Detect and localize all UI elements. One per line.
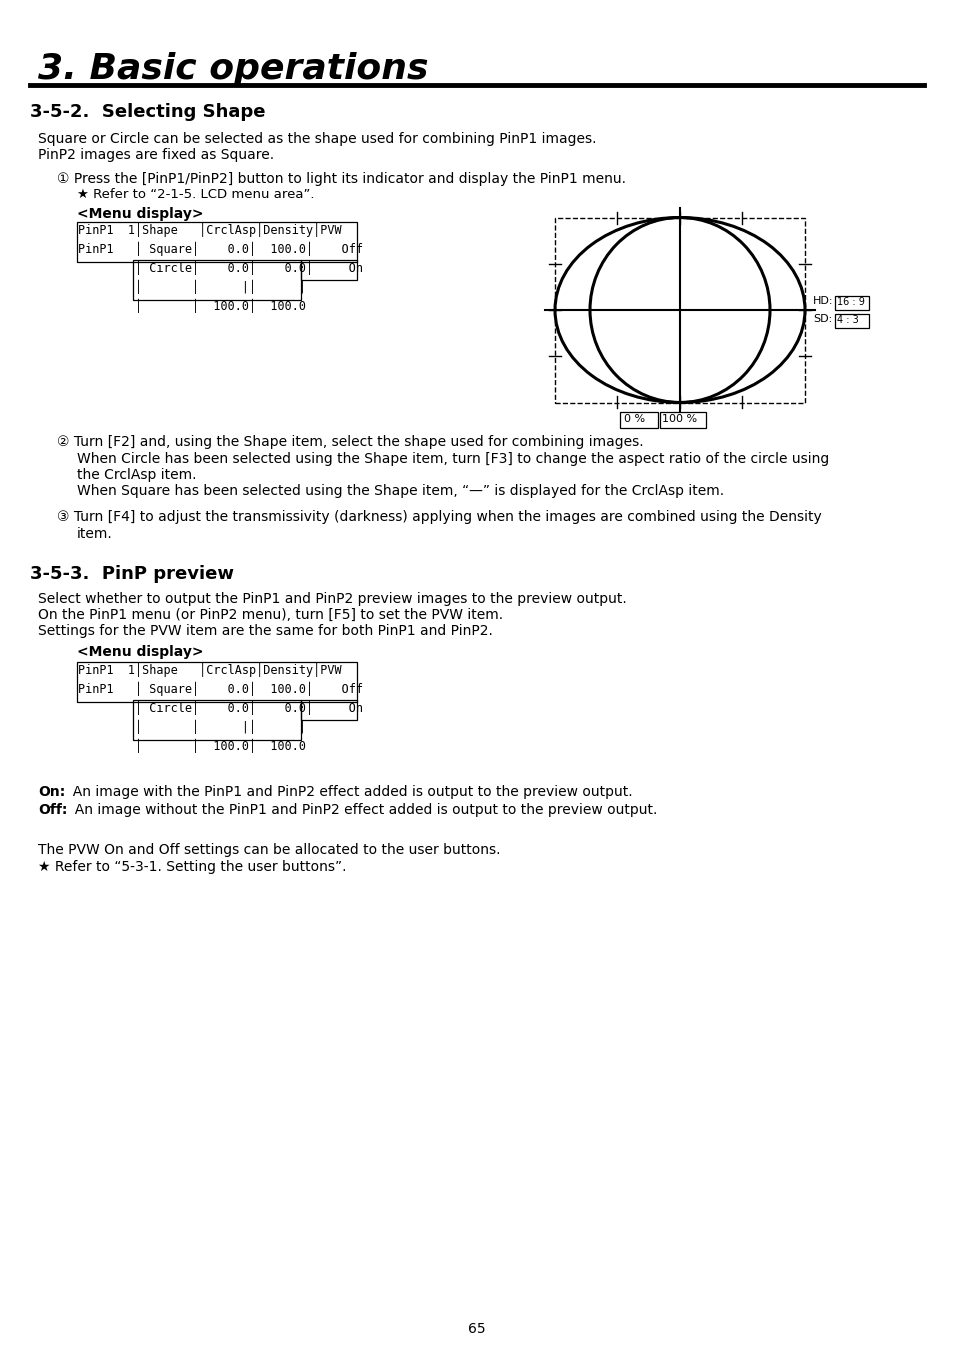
Text: 3. Basic operations: 3. Basic operations [38, 53, 428, 86]
Text: │ Circle│    0.0│    0.0│     On: │ Circle│ 0.0│ 0.0│ On [78, 262, 363, 275]
Text: ★ Refer to “5-3-1. Setting the user buttons”.: ★ Refer to “5-3-1. Setting the user butt… [38, 860, 346, 874]
Text: <Menu display>: <Menu display> [77, 644, 203, 659]
Text: ② Turn [F2] and, using the Shape item, select the shape used for combining image: ② Turn [F2] and, using the Shape item, s… [57, 435, 643, 449]
Text: ③ Turn [F4] to adjust the transmissivity (darkness) applying when the images are: ③ Turn [F4] to adjust the transmissivity… [57, 510, 821, 524]
Bar [834, 297, 868, 310]
Text: An image without the PinP1 and PinP2 effect added is output to the preview outpu: An image without the PinP1 and PinP2 eff… [66, 803, 657, 817]
Text: 16 : 9: 16 : 9 [836, 297, 864, 307]
Text: ★ Refer to “2-1-5. LCD menu area”.: ★ Refer to “2-1-5. LCD menu area”. [77, 187, 314, 201]
Text: 65: 65 [468, 1322, 485, 1336]
Text: 4 : 3: 4 : 3 [836, 315, 858, 325]
Text: PinP2 images are fixed as Square.: PinP2 images are fixed as Square. [38, 148, 274, 162]
Text: │       │      |│      |: │ │ |│ | [78, 280, 306, 294]
Text: 3-5-2.  Selecting Shape: 3-5-2. Selecting Shape [30, 102, 265, 121]
Text: Square or Circle can be selected as the shape used for combining PinP1 images.: Square or Circle can be selected as the … [38, 132, 596, 146]
Text: PinP1  1│Shape   │CrclAsp│Density│PVW: PinP1 1│Shape │CrclAsp│Density│PVW [78, 663, 341, 677]
Text: The PVW On and Off settings can be allocated to the user buttons.: The PVW On and Off settings can be alloc… [38, 842, 500, 857]
Text: An image with the PinP1 and PinP2 effect added is output to the preview output.: An image with the PinP1 and PinP2 effect… [64, 785, 632, 799]
Text: 3-5-3.  PinP preview: 3-5-3. PinP preview [30, 565, 233, 582]
Text: PinP1   │ Square│    0.0│  100.0│    Off: PinP1 │ Square│ 0.0│ 100.0│ Off [78, 682, 363, 697]
Text: Off:: Off: [38, 803, 68, 817]
Text: PinP1  1│Shape   │CrclAsp│Density│PVW: PinP1 1│Shape │CrclAsp│Density│PVW [78, 222, 341, 237]
Text: HD:: HD: [812, 297, 833, 306]
Text: When Circle has been selected using the Shape item, turn [F3] to change the aspe: When Circle has been selected using the … [77, 452, 828, 466]
Text: 100 %: 100 % [661, 414, 697, 425]
Text: │       │  100.0│  100.0: │ │ 100.0│ 100.0 [78, 739, 306, 754]
Bar [301, 260, 356, 280]
Text: ① Press the [PinP1/PinP2] button to light its indicator and display the PinP1 me: ① Press the [PinP1/PinP2] button to ligh… [57, 173, 625, 186]
Bar [77, 662, 356, 702]
Text: │       │      |│      |: │ │ |│ | [78, 720, 306, 735]
Text: PinP1   │ Square│    0.0│  100.0│    Off: PinP1 │ Square│ 0.0│ 100.0│ Off [78, 243, 363, 256]
Text: SD:: SD: [812, 314, 831, 324]
Text: Settings for the PVW item are the same for both PinP1 and PinP2.: Settings for the PVW item are the same f… [38, 624, 493, 638]
Text: On:: On: [38, 785, 65, 799]
Bar [301, 700, 356, 720]
Text: │ Circle│    0.0│    0.0│     On: │ Circle│ 0.0│ 0.0│ On [78, 701, 363, 716]
Text: the CrclAsp item.: the CrclAsp item. [77, 468, 196, 483]
Bar [659, 412, 705, 429]
Text: When Square has been selected using the Shape item, “—” is displayed for the Crc: When Square has been selected using the … [77, 484, 723, 497]
Text: <Menu display>: <Menu display> [77, 208, 203, 221]
Text: Select whether to output the PinP1 and PinP2 preview images to the preview outpu: Select whether to output the PinP1 and P… [38, 592, 626, 607]
Bar [77, 222, 356, 262]
Text: 0 %: 0 % [623, 414, 644, 425]
Bar [132, 260, 301, 301]
Text: │       │  100.0│  100.0: │ │ 100.0│ 100.0 [78, 299, 306, 313]
Bar [132, 700, 301, 740]
Text: On the PinP1 menu (or PinP2 menu), turn [F5] to set the PVW item.: On the PinP1 menu (or PinP2 menu), turn … [38, 608, 502, 621]
Text: item.: item. [77, 527, 112, 541]
Bar [619, 412, 658, 429]
Bar [555, 218, 804, 403]
Bar [834, 314, 868, 328]
